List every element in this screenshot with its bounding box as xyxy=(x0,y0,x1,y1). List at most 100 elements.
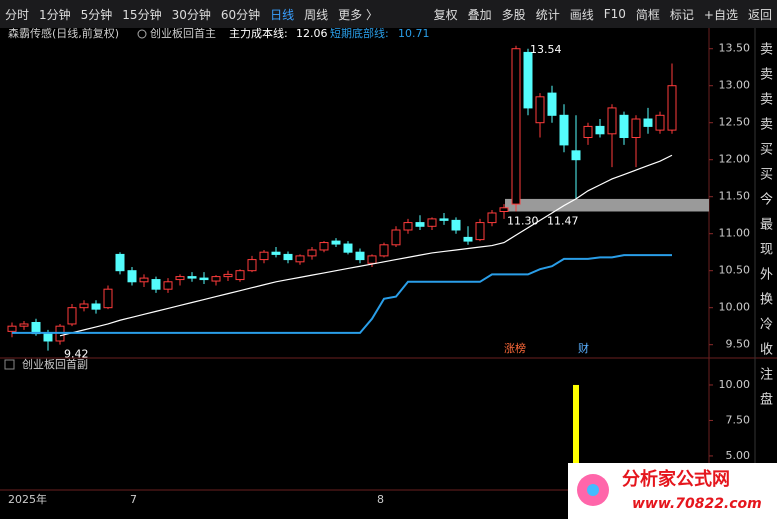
candle-body xyxy=(319,242,329,251)
sidebar-label: 换 xyxy=(760,293,773,308)
toolbar-button[interactable]: 统计 xyxy=(535,7,560,22)
y-tick-label: 9.50 xyxy=(726,338,751,351)
toolbar-button[interactable]: 60分钟 xyxy=(220,7,261,22)
candle-body xyxy=(103,288,113,309)
candle-body xyxy=(151,279,161,290)
series-line xyxy=(12,254,672,334)
logo-name: 分析家公式网 xyxy=(622,468,730,490)
candle-body xyxy=(91,303,101,310)
y-tick-label: 11.50 xyxy=(719,190,751,203)
legend-value: 10.71 xyxy=(398,28,430,40)
signal-label: 涨榜 xyxy=(504,341,526,355)
logo-url: www.70822.com xyxy=(632,496,762,512)
candle-body xyxy=(139,277,149,283)
candle-body xyxy=(499,207,509,212)
candle-body xyxy=(199,277,209,281)
toolbar-button[interactable]: 更多 〉 xyxy=(338,7,378,22)
candle-body xyxy=(175,276,185,281)
sub-title: 创业板回首副 xyxy=(22,357,88,371)
toolbar-button[interactable]: 分时 xyxy=(5,7,30,22)
toolbar-button[interactable]: 30分钟 xyxy=(171,7,211,22)
indicator-name: 创业板回首主 xyxy=(150,28,216,40)
candle-body xyxy=(271,251,281,255)
sidebar-label: 盘 xyxy=(760,392,773,408)
signal-label: 财 xyxy=(578,341,589,355)
toolbar-button[interactable]: 周线 xyxy=(304,7,329,22)
y-tick-label: 10.00 xyxy=(719,378,751,391)
signal-bar xyxy=(573,384,579,490)
candle-body xyxy=(343,243,353,253)
candle-body xyxy=(595,125,605,135)
support-box xyxy=(505,198,709,212)
candle-body xyxy=(535,96,545,124)
sidebar-label: 今 xyxy=(760,192,773,208)
candle-body xyxy=(19,323,29,327)
toolbar-button[interactable]: 复权 xyxy=(433,7,458,22)
candle-body xyxy=(259,251,269,261)
toolbar-button[interactable]: 日线 xyxy=(270,7,295,22)
candle-body xyxy=(235,270,245,281)
candle-body xyxy=(607,107,617,135)
y-tick-label: 12.50 xyxy=(719,116,751,129)
sidebar-label: 卖 xyxy=(760,68,773,83)
candle-body xyxy=(391,229,401,246)
legend-value: 12.06 xyxy=(296,28,328,40)
toolbar-button[interactable]: 多股 xyxy=(501,7,526,22)
candle-body xyxy=(379,244,389,257)
candle-body xyxy=(643,118,653,127)
toolbar-button[interactable]: 叠加 xyxy=(467,7,492,22)
candle-body xyxy=(331,240,341,245)
y-tick-label: 5.00 xyxy=(726,449,751,462)
candle-body xyxy=(223,273,233,278)
candle-body xyxy=(211,276,221,282)
toolbar-button[interactable]: 标记 xyxy=(669,7,694,22)
x-tick-label: 8 xyxy=(377,493,384,506)
candle-body xyxy=(439,218,449,221)
candle-body xyxy=(247,259,257,272)
candle-body xyxy=(163,281,173,290)
x-tick-label: 7 xyxy=(130,493,137,506)
sidebar-label: 卖 xyxy=(760,93,773,108)
candle-body xyxy=(511,48,521,205)
candle-body xyxy=(619,114,629,139)
background xyxy=(0,28,777,519)
toolbar-button[interactable]: +自选 xyxy=(703,7,738,22)
sidebar-label: 卖 xyxy=(760,118,773,133)
sidebar-label: 现 xyxy=(760,243,773,258)
candle-body xyxy=(547,92,557,116)
candle-body xyxy=(67,307,77,325)
chart-title: 森霸传感(日线,前复权) xyxy=(8,28,119,40)
y-tick-label: 13.00 xyxy=(719,79,751,92)
toolbar-button[interactable]: 5分钟 xyxy=(80,7,113,22)
candle-body xyxy=(367,255,377,264)
candle-body xyxy=(463,236,473,242)
toolbar-button[interactable]: 返回 xyxy=(747,7,772,22)
candle-body xyxy=(583,125,593,139)
sidebar-label: 最 xyxy=(760,218,773,233)
candle-body xyxy=(43,333,53,342)
candle-body xyxy=(487,212,497,224)
y-tick-label: 13.50 xyxy=(719,42,751,55)
candle-body xyxy=(559,114,569,146)
y-tick-label: 10.00 xyxy=(719,301,751,314)
y-tick-label: 10.50 xyxy=(719,264,751,277)
toolbar-button[interactable]: 1分钟 xyxy=(39,7,71,22)
candle-body xyxy=(523,51,533,109)
candle-body xyxy=(403,222,413,231)
y-tick-label: 7.50 xyxy=(726,413,751,426)
candle-body xyxy=(295,255,305,263)
chart: 森霸传感(日线,前复权) 创业板回首主 主力成本线: 12.06 短期底部线: … xyxy=(0,28,777,519)
toolbar-button[interactable]: 画线 xyxy=(569,7,594,22)
x-tick-label: 2025年 xyxy=(8,492,47,506)
sidebar-label: 外 xyxy=(760,268,773,283)
candle-body xyxy=(631,118,641,139)
sidebar-label: 买 xyxy=(760,168,773,183)
toolbar-button[interactable]: 15分钟 xyxy=(122,7,162,22)
logo-icon xyxy=(587,484,599,496)
toolbar-button[interactable]: 简框 xyxy=(635,7,660,22)
y-tick-label: 11.00 xyxy=(719,227,751,240)
toolbar-button[interactable]: F10 xyxy=(603,7,626,21)
legend-label: 主力成本线: xyxy=(229,28,288,40)
sidebar-label: 收 xyxy=(760,343,773,358)
low-label: 9.42 xyxy=(64,348,89,361)
